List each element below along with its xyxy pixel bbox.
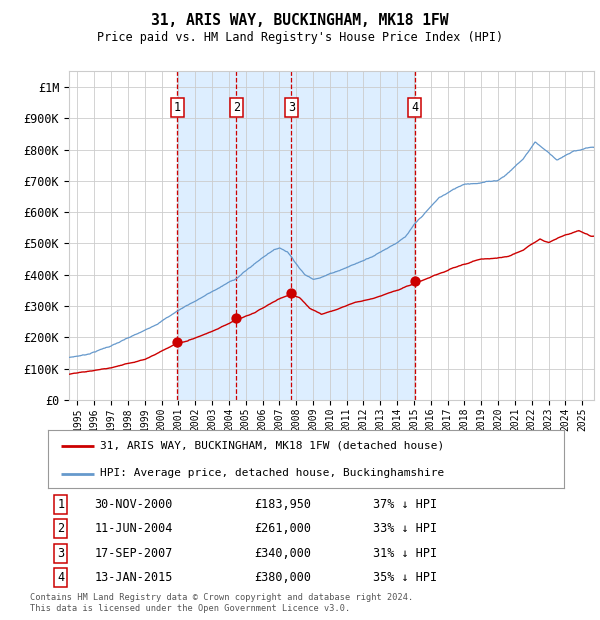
Bar	[177, 71, 415, 400]
Text: 4: 4	[58, 571, 64, 584]
Text: 2: 2	[233, 101, 240, 114]
Text: 33% ↓ HPI: 33% ↓ HPI	[373, 522, 437, 535]
Text: Contains HM Land Registry data © Crown copyright and database right 2024.
This d: Contains HM Land Registry data © Crown c…	[30, 593, 413, 613]
Text: 31, ARIS WAY, BUCKINGHAM, MK18 1FW (detached house): 31, ARIS WAY, BUCKINGHAM, MK18 1FW (deta…	[100, 441, 444, 451]
Point	[172, 337, 182, 347]
Text: 4: 4	[411, 101, 418, 114]
Point	[286, 288, 296, 298]
Text: 31, ARIS WAY, BUCKINGHAM, MK18 1FW: 31, ARIS WAY, BUCKINGHAM, MK18 1FW	[151, 13, 449, 28]
Point	[410, 276, 419, 286]
Text: Price paid vs. HM Land Registry's House Price Index (HPI): Price paid vs. HM Land Registry's House …	[97, 31, 503, 44]
Text: 11-JUN-2004: 11-JUN-2004	[94, 522, 173, 535]
Text: £183,950: £183,950	[254, 498, 311, 511]
Text: 3: 3	[58, 547, 64, 560]
Text: 35% ↓ HPI: 35% ↓ HPI	[373, 571, 437, 584]
Text: 2: 2	[58, 522, 64, 535]
Text: £340,000: £340,000	[254, 547, 311, 560]
Text: 17-SEP-2007: 17-SEP-2007	[94, 547, 173, 560]
Text: 1: 1	[173, 101, 181, 114]
Text: £261,000: £261,000	[254, 522, 311, 535]
Text: 31% ↓ HPI: 31% ↓ HPI	[373, 547, 437, 560]
Text: HPI: Average price, detached house, Buckinghamshire: HPI: Average price, detached house, Buck…	[100, 469, 444, 479]
Text: 13-JAN-2015: 13-JAN-2015	[94, 571, 173, 584]
Point	[232, 313, 241, 323]
Text: 30-NOV-2000: 30-NOV-2000	[94, 498, 173, 511]
Text: 3: 3	[288, 101, 295, 114]
Text: 37% ↓ HPI: 37% ↓ HPI	[373, 498, 437, 511]
Text: £380,000: £380,000	[254, 571, 311, 584]
Text: 1: 1	[58, 498, 64, 511]
